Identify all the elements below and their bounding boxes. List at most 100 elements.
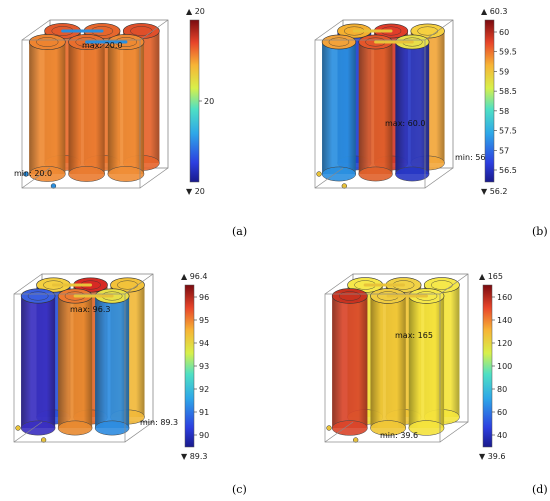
cell-shadow — [358, 42, 393, 174]
box-edge — [139, 167, 169, 189]
colorbar-tick-label: 60 — [499, 28, 509, 37]
box-edge — [314, 19, 344, 41]
box-edge — [124, 273, 154, 295]
box-edge — [439, 421, 469, 443]
figure-c: max: 96.3 min: 89.3 ▲ 96.4 ▼ 89.3 96 95 94 93 92… — [13, 272, 209, 461]
colorbar-tick-label: 100 — [497, 362, 512, 371]
cell-bottom — [358, 166, 393, 182]
cell-terminal-ring — [27, 291, 49, 301]
cell-bottom — [370, 420, 406, 436]
cell-bottom — [57, 420, 93, 436]
cell-shadow — [322, 42, 356, 174]
cell-bottom — [28, 166, 66, 182]
colorbar-tick-label: 58 — [499, 107, 509, 116]
colorbar-max-label: ▲ 60.3 — [481, 7, 508, 16]
colorbar-tick-label: 59 — [499, 67, 509, 76]
cell-shadow — [29, 42, 66, 174]
box-edge — [21, 19, 51, 41]
terminal-pin — [50, 183, 57, 189]
colorbar-tick-label: 95 — [199, 316, 209, 325]
cell-shadow — [395, 42, 430, 174]
colorbar-tick-label: 140 — [497, 316, 512, 325]
cell-shadow — [21, 296, 56, 428]
colorbar-tick-label: 92 — [199, 385, 209, 394]
max-annotation: max: 20.0 — [82, 41, 122, 50]
colorbar-tick-label: 91 — [199, 408, 209, 417]
box-edge — [13, 421, 43, 443]
colorbar — [189, 19, 200, 183]
colorbar-tick-label: 20 — [204, 97, 214, 106]
cell-shadow — [107, 42, 145, 174]
terminal-pin — [353, 437, 359, 443]
colorbar-tick-label: 58.5 — [499, 87, 517, 96]
colorbar-tick-label: 57.5 — [499, 127, 517, 136]
box-edge — [13, 273, 43, 295]
cell-bottom — [395, 166, 430, 182]
figure-b: max: 60.0 min: 56.2 ▲ 60.3 ▼ 56.2 60 59.5 59 58… — [314, 7, 517, 196]
colorbar-tick-label: 90 — [199, 431, 209, 440]
colorbar-min-label: ▼ 89.3 — [181, 452, 208, 461]
colorbar-tick-label: 120 — [497, 339, 512, 348]
colorbar-min-label: ▼ 56.2 — [481, 187, 508, 196]
colorbar-max-label: ▲ 20 — [186, 7, 205, 16]
colorbar-tick-label: 59.5 — [499, 48, 517, 57]
colorbar — [482, 284, 493, 448]
box-edge — [21, 167, 51, 189]
terminal-pin — [40, 437, 47, 443]
cell-terminal-ring — [328, 37, 350, 47]
cell-bottom — [107, 166, 145, 182]
max-annotation: max: 165 — [395, 331, 433, 340]
cell-bottom — [68, 166, 105, 182]
cell-top-cap — [331, 288, 368, 304]
colorbar — [184, 284, 195, 448]
colorbar — [484, 19, 495, 183]
box-edge — [324, 421, 354, 443]
colorbar-tick-label: 94 — [199, 339, 209, 348]
cell-bottom — [20, 420, 56, 436]
colorbar-max-label: ▲ 165 — [479, 272, 503, 281]
figure-a: max: 20.0 min: 20.0 ▲ 20 ▼ 20 20 — [14, 7, 214, 196]
box-edge — [324, 273, 354, 295]
cell-shadow — [370, 296, 406, 428]
cell-bottom — [408, 420, 445, 436]
cell-bottom — [321, 166, 357, 182]
colorbar-tick-label: 40 — [497, 431, 507, 440]
cell-top-cap — [321, 34, 357, 50]
max-annotation: max: 96.3 — [70, 305, 110, 314]
terminal-pin — [316, 171, 322, 177]
colorbar-tick-label: 80 — [497, 385, 507, 394]
panel-tag: (d) — [532, 483, 548, 496]
cell-terminal-ring — [338, 291, 361, 301]
panel-b: max: 60.0 min: 56.2 ▲ 60.3 ▼ 56.2 60 59.5 59 58… — [275, 0, 550, 250]
colorbar-tick-label: 56.5 — [499, 166, 517, 175]
colorbar-tick-label: 93 — [199, 362, 209, 371]
box-front-frame — [324, 293, 441, 443]
cell-top-cap — [20, 288, 56, 304]
cell-bottom — [331, 420, 368, 436]
colorbar-tick-label: 160 — [497, 293, 512, 302]
min-annotation: min: 89.3 — [140, 418, 178, 427]
colorbar-tick-label: 96 — [199, 293, 209, 302]
panel-c: max: 96.3 min: 89.3 ▲ 96.4 ▼ 89.3 96 95 94 93 92… — [0, 250, 275, 500]
box-edge — [439, 273, 469, 295]
box-front-frame — [314, 39, 426, 189]
panel-tag: (c) — [232, 483, 247, 496]
box-front-frame — [21, 39, 141, 189]
terminal-pin — [23, 171, 29, 177]
panel-tag: (a) — [232, 225, 248, 238]
cell-shadow — [408, 296, 445, 428]
terminal-pin — [326, 425, 332, 431]
cell-shadow — [68, 42, 105, 174]
box-edge — [424, 19, 454, 41]
min-annotation: min: 56.2 — [455, 153, 493, 162]
min-annotation: min: 39.6 — [380, 431, 418, 440]
colorbar-max-label: ▲ 96.4 — [181, 272, 208, 281]
panel-d: max: 165 min: 39.6 ▲ 165 ▼ 39.6 160 140 120 100… — [275, 250, 550, 500]
cell-shadow — [332, 296, 368, 428]
cell-shadow — [95, 296, 130, 428]
figure-d: max: 165 min: 39.6 ▲ 165 ▼ 39.6 160 140 120 100… — [324, 272, 512, 461]
colorbar-min-label: ▼ 39.6 — [479, 452, 506, 461]
box-edge — [124, 421, 154, 443]
box-edge — [424, 167, 454, 189]
colorbar-min-label: ▼ 20 — [186, 187, 205, 196]
